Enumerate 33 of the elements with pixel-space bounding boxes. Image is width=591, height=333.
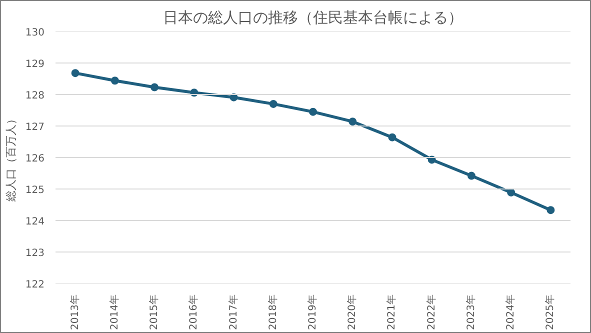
- x-tick-label: 2021年: [386, 294, 398, 330]
- x-tick-label: 2020年: [346, 294, 358, 330]
- x-tick-label: 2022年: [425, 294, 438, 330]
- y-tick-label: 122: [25, 280, 45, 290]
- x-tick-label: 2017年: [227, 294, 240, 330]
- point: [348, 118, 357, 126]
- x-tick-label: 2023年: [464, 294, 477, 330]
- point: [110, 76, 119, 85]
- y-tick-label: 129: [25, 59, 45, 70]
- x-tick-label: 2018年: [266, 294, 279, 330]
- point: [467, 172, 476, 180]
- point: [150, 83, 159, 92]
- x-tick-label: 2013年: [68, 294, 81, 330]
- y-tick-label: 127: [25, 122, 45, 133]
- point: [71, 69, 80, 78]
- x-tick-label: 2025年: [544, 294, 556, 330]
- x-tick-label: 2024年: [504, 294, 517, 330]
- y-tick-label: 123: [25, 248, 45, 259]
- chart-title: 日本の総人口の推移（住民基本台帳による）: [163, 8, 463, 26]
- point: [546, 206, 555, 214]
- x-tick-label: 2016年: [188, 294, 200, 330]
- y-tick-label: 126: [25, 154, 45, 164]
- y-tick-label: 124: [25, 216, 45, 228]
- y-tick-label: 130: [25, 28, 45, 38]
- x-tick-label: 2015年: [148, 294, 160, 330]
- point: [388, 133, 396, 142]
- y-tick-label: 128: [25, 90, 45, 102]
- point: [309, 108, 317, 116]
- x-tick-label: 2014年: [108, 294, 120, 330]
- y-axis-title: 総人口（百万人）: [4, 114, 18, 202]
- y-tick-label: 125: [25, 185, 45, 196]
- x-tick-label: 2019年: [306, 294, 318, 330]
- point: [269, 100, 278, 108]
